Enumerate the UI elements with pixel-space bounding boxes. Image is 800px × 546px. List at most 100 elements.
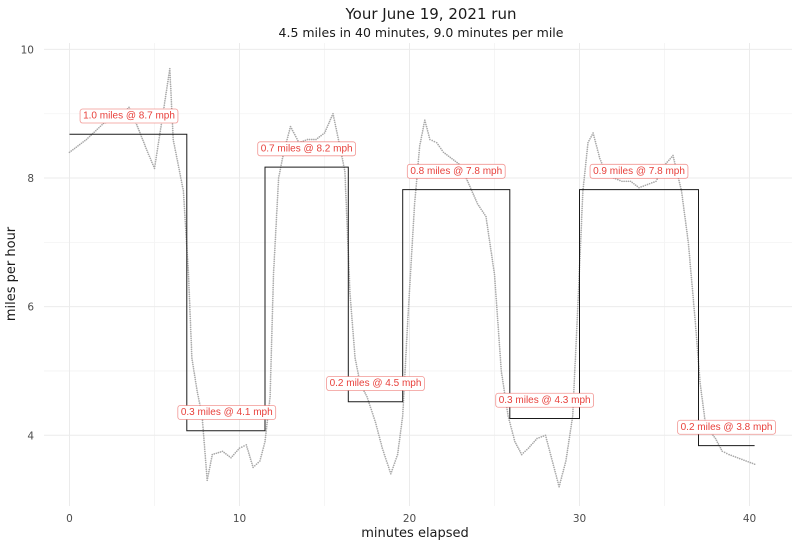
speed-point [686,230,688,233]
speed-point [501,376,504,379]
speed-point [636,185,639,188]
speed-point [270,343,273,346]
speed-point [274,229,277,232]
speed-point [165,91,168,94]
speed-point [391,468,394,471]
speed-point [142,141,145,144]
speed-point [273,258,276,261]
speed-point [496,313,499,315]
speed-point [170,105,173,108]
speed-point [271,299,274,302]
speed-point [372,415,375,417]
speed-point [189,328,192,331]
speed-point [136,125,139,128]
speed-point [644,184,647,187]
speed-point [576,307,579,310]
speed-point [689,267,692,270]
speed-point [184,218,186,221]
speed-point [249,458,252,461]
speed-point [489,247,492,250]
speed-point [156,147,159,150]
speed-point [584,168,587,170]
speed-point [400,427,402,430]
speed-point [226,454,229,457]
speed-point [399,430,402,432]
speed-point [574,356,577,358]
speed-point [556,479,559,482]
speed-point [561,472,564,475]
speed-point [290,127,293,130]
speed-point [275,216,278,219]
speed-point [566,453,568,456]
speed-point [495,299,498,302]
speed-point [429,138,431,141]
speed-point [271,315,274,317]
speed-point [83,139,86,142]
speed-point [396,453,399,456]
speed-point [190,344,193,346]
speed-point [696,347,699,350]
speed-point [269,378,272,381]
speed-point [698,376,701,379]
speed-point [688,250,690,253]
speed-point [195,387,198,389]
speed-point [684,220,687,222]
speed-point [189,317,192,320]
speed-point [209,462,212,464]
speed-point [325,128,328,131]
speed-point [382,449,384,452]
speed-point [181,183,183,186]
speed-point [447,155,450,158]
speed-point [328,120,331,123]
speed-point [412,224,415,227]
speed-point [552,462,554,464]
speed-point [621,180,623,183]
speed-point [190,341,193,344]
speed-point [138,129,140,132]
speed-point [493,269,495,272]
speed-point [270,358,272,361]
speed-point [503,387,505,389]
speed-point [276,199,279,201]
speed-point [276,203,279,206]
speed-point [281,157,284,160]
speed-point [540,436,543,438]
speed-point [496,310,498,313]
speed-point [277,181,280,184]
speed-point [167,80,169,83]
speed-point [531,442,534,445]
speed-point [487,232,490,235]
speed-point [410,250,413,253]
speed-point [527,447,530,449]
speed-point [582,190,584,192]
speed-point [269,395,271,398]
speed-point [183,205,186,208]
speed-point [573,369,576,371]
speed-point [411,237,414,240]
speed-point [188,282,190,285]
segment-label: 0.8 miles @ 7.8 mph [406,163,506,179]
speed-point [439,147,442,150]
speed-point [669,157,672,160]
speed-point [696,345,699,347]
speed-point [574,360,577,363]
speed-point [496,317,499,320]
speed-point [153,167,156,170]
speed-point [672,154,674,157]
speed-point [426,127,428,130]
speed-point [575,345,577,347]
speed-point [406,327,409,330]
speed-point [725,452,728,455]
speed-point [557,481,559,484]
speed-point [415,187,417,190]
speed-point [169,76,172,79]
speed-point [270,334,273,337]
speed-point [259,457,262,460]
speed-point [692,298,695,301]
speed-point [337,136,339,139]
speed-point [188,306,191,309]
speed-point [356,367,359,370]
speed-point [515,442,517,445]
speed-point [270,354,273,357]
speed-point [182,194,185,197]
